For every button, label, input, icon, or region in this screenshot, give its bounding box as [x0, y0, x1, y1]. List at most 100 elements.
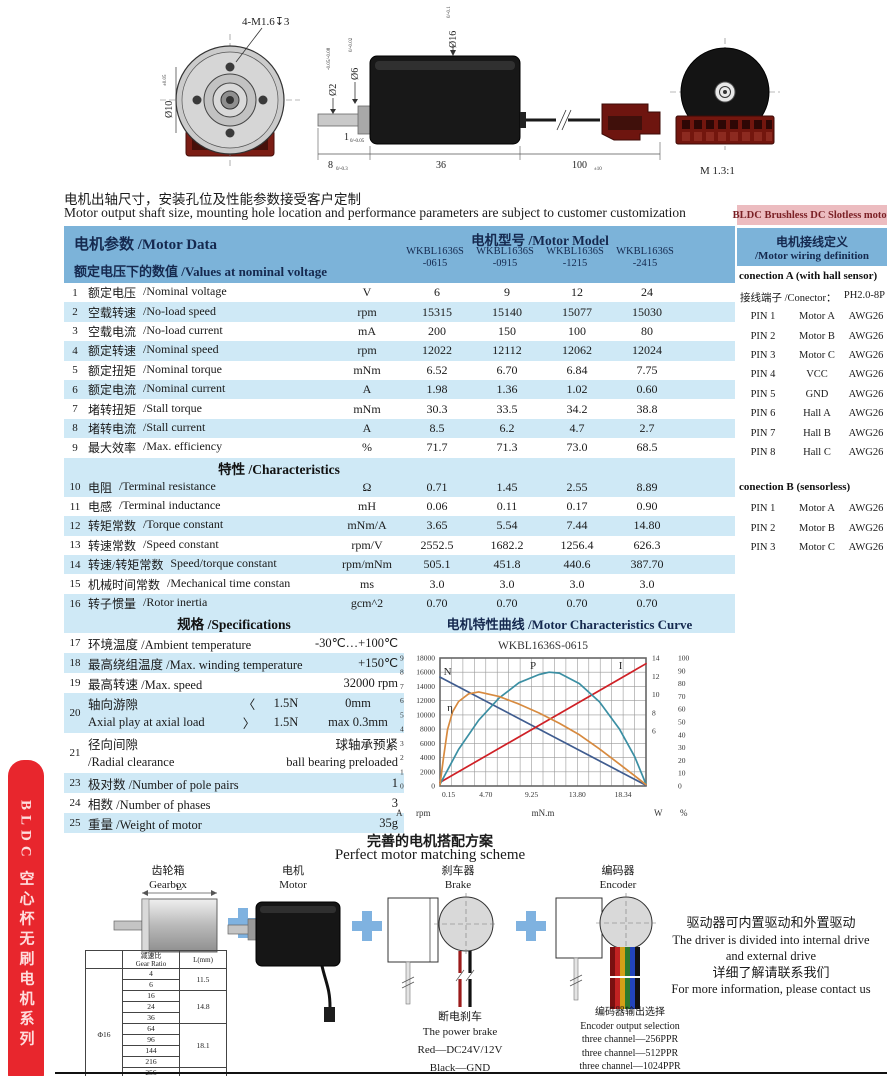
row-value: 3.0 [499, 576, 515, 591]
row-value: 30.3 [426, 401, 448, 416]
plot-frame [439, 657, 647, 787]
spec-row: 24 相数 /Number of phases 3 [64, 793, 404, 813]
item-label-motor: 电机 Motor [243, 864, 343, 892]
dim-100: 100 [572, 160, 587, 171]
row-unit: gcm^2 [350, 596, 384, 611]
row-name-cn: 堵转扭矩 [88, 402, 137, 417]
row-number: 5 [72, 364, 78, 377]
a-unit-label: A [396, 808, 403, 818]
row-unit: A [362, 420, 372, 435]
dim-d6: Ø6 [350, 68, 361, 80]
spec-row: 21 径向间隙 球轴承预紧/Radial clearance ball bearing… [64, 733, 404, 773]
row-number: 11 [69, 500, 81, 513]
row-name: 额定电流/Nominal current [86, 381, 332, 398]
pct-axis-tick: 60 [678, 705, 686, 714]
gear-header-dia [85, 950, 123, 969]
row-value: 1.45 [496, 479, 518, 494]
table-row: 12 转矩常数/Torque constant mNm/A 3.65 5.54 7.44 1… [64, 516, 735, 536]
row-name: 空载电流/No-load current [86, 323, 332, 340]
curve-N [439, 676, 647, 787]
spec-value: 3 [391, 795, 398, 810]
connector-row: 接线端子 /Conector： PH2.0-8P [740, 290, 885, 305]
row-value: 387.70 [630, 557, 664, 572]
row-value: 1256.4 [560, 537, 594, 552]
row-value: 34.2 [566, 401, 588, 416]
encoder-caption-cn: 编码器输出选择 [595, 1007, 665, 1018]
row-name-cn: 转子惯量 [88, 597, 137, 612]
brake-drawing [387, 893, 498, 1007]
encoder-drawing [555, 893, 656, 1009]
row-value: 12024 [632, 343, 662, 358]
row-value: 8.5 [429, 420, 445, 435]
pin-id: PIN 1 [750, 503, 776, 515]
spec-number: 20 [69, 707, 81, 719]
spec-line: 径向间隙 球轴承预紧 [86, 734, 404, 753]
row-unit: ms [359, 576, 374, 591]
connection-a-title: conection A (with hall sensor) [739, 270, 878, 282]
bolt-hole [225, 128, 235, 138]
dim-1-tol: 0/-0.05 [350, 139, 365, 144]
row-value: 150 [498, 323, 516, 338]
row-value: 33.5 [496, 401, 518, 416]
row-number: 9 [72, 441, 78, 454]
pct-axis-tick: 80 [678, 679, 686, 688]
table-title-en: /Motor Data [137, 237, 218, 253]
spec-number: 18 [69, 657, 81, 669]
table-row: 6 额定电流/Nominal current A 1.98 1.36 1.02 0.60 [64, 379, 735, 400]
gear-length-value: 11.5 [179, 968, 227, 991]
row-value: 71.7 [426, 440, 448, 455]
spec-value: 32000 rpm [343, 675, 398, 690]
table-row: 9 最大效率/Max. efficiency% 71.7 71.3 73.0 68.5 [64, 438, 735, 457]
row-value: 0.90 [636, 499, 658, 514]
row-name-en: /Max. efficiency [143, 439, 223, 454]
row-value: 6 [434, 285, 440, 300]
spec-number: 17 [69, 637, 81, 649]
spec-name: Axial play at axial load [88, 715, 205, 729]
pct-axis-tick: 100 [678, 654, 690, 663]
brake-caption-cn: 断电刹车 [438, 1011, 482, 1023]
pct-unit-label: % [680, 808, 688, 818]
row-value: 1.36 [496, 382, 518, 397]
row-name: 额定扭矩/Nominal torque [86, 362, 332, 379]
curve-label-N: N [444, 666, 452, 678]
spec-row: 19 最高转速 /Max. speed 32000 rpm [64, 673, 404, 693]
row-value: 0.71 [426, 479, 448, 494]
spec-name: 最高转速 /Max. speed [88, 677, 203, 692]
item-label-gearbox: 齿轮箱 Gearbox [118, 864, 218, 892]
dim-d2: Ø2 [328, 84, 339, 96]
spec-bracket: 〈 [242, 698, 256, 712]
spec-number: 19 [69, 677, 81, 689]
brake-line-black: Black—GND [429, 1062, 491, 1074]
row-name-en: /Torque constant [143, 517, 224, 532]
x-axis-tick: 0.15 [442, 790, 455, 799]
pct-axis-tick: 10 [678, 769, 686, 778]
row-number: 10 [69, 481, 81, 494]
gear-header-ratio-cn: 减速比 [140, 951, 162, 960]
pin-awg: AWG26 [848, 522, 884, 534]
subheader: 额定电压下的数值 /Values at nominal voltage [74, 261, 327, 280]
row-name-en: /Nominal voltage [143, 284, 227, 299]
gear-ratio-value: 4 [122, 968, 180, 980]
row-unit: rpm [357, 304, 377, 319]
row-name-en: /Mechanical time constan [167, 575, 291, 590]
row-name-cn: 电感 [88, 500, 113, 515]
model-name: WKBL1636S [546, 246, 604, 257]
motor-wire [320, 965, 332, 1008]
spec-row: 25 重量 /Weight of motor 35g [64, 813, 404, 833]
spec-force: 1.5N [273, 715, 299, 729]
bolt-hole [192, 95, 202, 105]
w-axis-tick: 6 [652, 727, 656, 736]
pin-id: PIN 2 [750, 522, 776, 534]
row-unit: A [362, 382, 372, 397]
leader-line [235, 27, 263, 63]
pin-awg: AWG26 [848, 388, 884, 400]
spec-name: 相数 /Number of phases [88, 797, 211, 812]
pin-signal: Hall A [803, 408, 831, 420]
brake-caption: 断电刹车 The power brake Red—DC24V/12V Black… [400, 1010, 520, 1076]
brake-label-en: Brake [444, 879, 472, 891]
row-value: 451.8 [493, 557, 521, 572]
row-name-en: /Nominal torque [143, 361, 222, 376]
row-value: 68.5 [636, 440, 658, 455]
row-value: 71.3 [496, 440, 518, 455]
row-name-cn: 空载电流 [88, 324, 137, 339]
